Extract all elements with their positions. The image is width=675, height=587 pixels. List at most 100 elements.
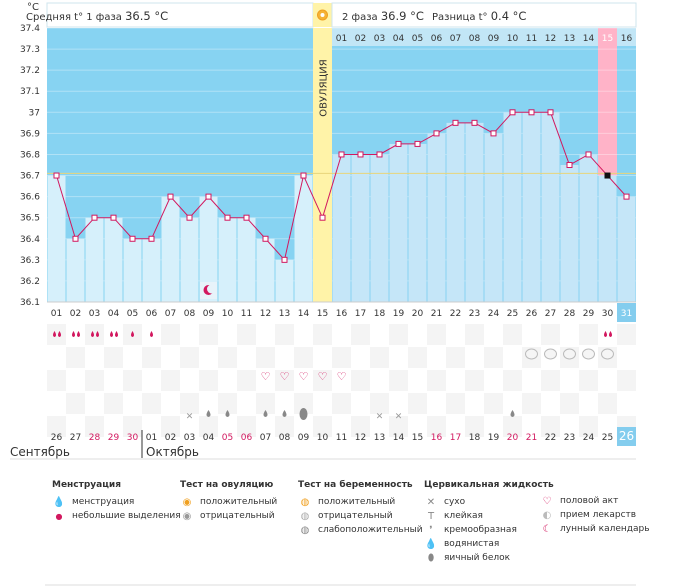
menstruation-icon	[131, 331, 134, 337]
watery-icon	[225, 410, 230, 417]
cycle-day-label: 26	[526, 309, 538, 319]
top-day-label: 03	[374, 34, 385, 44]
temperature-point	[433, 130, 440, 137]
legend-pregnancy-test: Тест на беременность ◍ положительный ◍ отр…	[298, 480, 423, 537]
top-day-label: 04	[393, 34, 405, 44]
cycle-day-label: 16	[336, 309, 348, 319]
row-cell	[47, 370, 66, 391]
row-cell	[294, 347, 313, 368]
legend-item: ◐ прием лекарств	[540, 508, 650, 522]
top-day-label: 12	[545, 34, 556, 44]
legend-item: ◍ положительный	[298, 495, 423, 509]
row-cell	[465, 324, 484, 345]
menstruation-icon	[110, 331, 118, 337]
heart-icon: ♡	[542, 495, 552, 507]
dry-icon: ✕	[426, 496, 436, 508]
row-cell	[408, 393, 427, 414]
phase1-average: Средняя t° 1 фаза 36.5 °C	[26, 9, 168, 23]
top-day-label: 01	[336, 34, 347, 44]
row-cell	[446, 393, 465, 414]
y-axis-label: °C	[27, 2, 39, 13]
pregnancy-weak-icon: ◍	[300, 524, 310, 536]
watery-icon	[206, 410, 211, 417]
row-cell	[47, 324, 66, 345]
row-cell	[104, 393, 123, 414]
temperature-bar	[389, 143, 408, 302]
temperature-point	[414, 140, 421, 147]
temperature-point	[319, 214, 326, 221]
diff-label: Разница t°	[432, 12, 488, 23]
temperature-bar	[275, 259, 294, 302]
moon-icon-cut	[207, 284, 216, 294]
cycle-day-label: 31	[621, 309, 632, 319]
cycle-day-label: 09	[203, 309, 215, 319]
temperature-bar	[199, 196, 218, 302]
legend-item: ◍ слабоположительный	[298, 523, 423, 537]
menstruation-icon	[72, 331, 80, 337]
row-cell	[484, 347, 503, 368]
temperature-bar	[465, 122, 484, 302]
dry-icon: ✕	[395, 412, 403, 422]
row-cell	[275, 324, 294, 345]
date-label: 03	[184, 433, 195, 443]
pregnancy-negative-icon: ◍	[300, 510, 310, 522]
top-day-label: 05	[412, 34, 423, 44]
temperature-bar	[332, 154, 351, 302]
watery-icon	[263, 410, 268, 417]
row-cell	[484, 393, 503, 414]
date-label: 25	[602, 433, 613, 443]
row-cell	[199, 370, 218, 391]
watery-icon	[282, 410, 287, 417]
temperature-point	[281, 256, 288, 263]
temperature-bar	[446, 122, 465, 302]
cycle-day-label: 04	[108, 309, 120, 319]
cycle-day-label: 29	[583, 309, 595, 319]
date-label: 19	[488, 433, 500, 443]
cycle-day-highlight	[617, 303, 636, 322]
month-september: Сентябрь	[10, 445, 70, 459]
temperature-point	[110, 214, 117, 221]
date-label: 16	[431, 433, 443, 443]
y-tick-label: 37.3	[20, 45, 40, 55]
drop-heavy-icon: 💧	[52, 496, 66, 508]
date-label: 07	[260, 433, 271, 443]
date-label: 20	[507, 433, 519, 443]
y-tick-label: 36.2	[20, 277, 40, 287]
cycle-day-label: 30	[602, 309, 614, 319]
temperature-point	[376, 151, 383, 158]
symptom-rows: ♡ ♡ ♡ ♡ ♡ ✕ ✕ ✕	[10, 301, 636, 586]
dry-icon: ✕	[186, 412, 194, 422]
row-cell	[47, 416, 66, 437]
cycle-day-label: 23	[469, 309, 480, 319]
cycle-day-label: 17	[355, 309, 366, 319]
legend-other: ♡ половой акт ◐ прием лекарств ☾ лунный кал…	[540, 494, 650, 536]
cycle-day-label: 10	[222, 309, 234, 319]
row-cell	[104, 347, 123, 368]
pregnancy-positive-icon: ◍	[300, 496, 310, 508]
row-cell	[256, 347, 275, 368]
cycle-day-label: 24	[488, 309, 500, 319]
phase2-value: 36.9 °C	[380, 9, 424, 23]
row-cell	[123, 416, 142, 437]
pregnancy-test-icon	[544, 348, 557, 360]
row-cell	[85, 324, 104, 345]
y-tick-label: 37.2	[20, 66, 40, 76]
top-day-cell	[617, 28, 636, 46]
row-cell	[142, 347, 161, 368]
temperature-bar	[579, 154, 598, 302]
pregnancy-test-icon	[582, 348, 595, 360]
y-tick-label: 36.8	[20, 150, 40, 160]
top-day-cell	[503, 28, 522, 46]
highlight-column	[598, 46, 617, 176]
temperature-point	[205, 193, 212, 200]
row-cell	[161, 416, 180, 437]
temperature-point	[167, 193, 174, 200]
y-tick-label: 36.3	[20, 256, 40, 266]
cycle-day-label: 13	[279, 309, 290, 319]
temperature-bar	[294, 175, 313, 302]
temperature-bar	[256, 238, 275, 302]
drop-shape	[131, 331, 134, 337]
date-label: 30	[127, 433, 139, 443]
date-label: 29	[108, 433, 120, 443]
